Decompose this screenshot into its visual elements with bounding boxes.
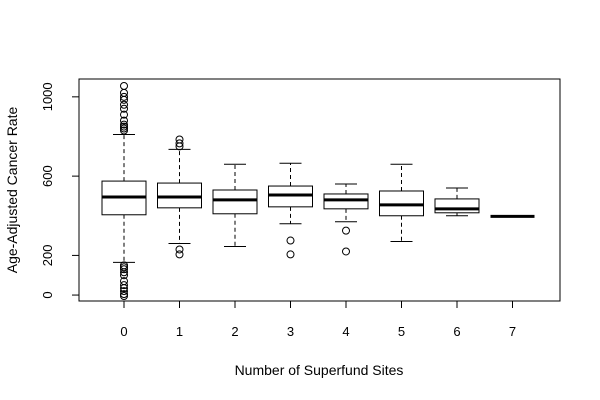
- box-iqr: [212, 189, 258, 215]
- boxes-layer: [101, 81, 535, 301]
- outlier-point: [120, 281, 128, 290]
- outlier-point: [120, 95, 128, 104]
- outlier-point: [342, 226, 350, 235]
- outlier-point: [120, 268, 128, 277]
- outlier-point: [120, 110, 128, 119]
- outlier-point: [120, 100, 128, 109]
- outlier-point: [120, 292, 128, 301]
- box-group-1: [157, 135, 202, 259]
- outlier-point: [120, 81, 128, 90]
- outlier-point: [120, 290, 128, 299]
- outlier-point: [175, 250, 184, 259]
- plot-frame: [78, 78, 561, 302]
- x-axis-title: Number of Superfund Sites: [235, 362, 404, 378]
- box-group-5: [379, 163, 424, 243]
- x-tick-label: 2: [231, 324, 238, 339]
- outlier-point: [175, 139, 184, 148]
- outlier-point: [175, 142, 184, 151]
- outlier-point: [120, 271, 128, 280]
- box-group-0: [101, 81, 147, 301]
- x-tick-label: 6: [453, 324, 460, 339]
- outlier-point: [286, 236, 295, 245]
- x-tick-label: 4: [342, 324, 349, 339]
- y-tick-label: 600: [40, 165, 55, 187]
- outlier-point: [286, 250, 295, 259]
- y-axis-title: Age-Adjusted Cancer Rate: [4, 107, 20, 274]
- outlier-point: [120, 126, 128, 135]
- x-tick-label: 0: [120, 324, 127, 339]
- outlier-point: [120, 265, 128, 274]
- outlier-point: [342, 247, 350, 256]
- outlier-point: [120, 104, 128, 113]
- y-axis: 0 200 600 1000: [40, 82, 80, 299]
- box-iqr: [434, 198, 480, 214]
- outlier-point: [120, 284, 128, 293]
- outlier-point: [120, 120, 128, 129]
- box-group-4: [323, 183, 369, 256]
- y-tick-label: 200: [40, 245, 55, 267]
- x-tick-label: 7: [509, 324, 516, 339]
- box-group-2: [212, 163, 258, 247]
- box-group-3: [268, 162, 313, 259]
- outlier-point: [120, 287, 128, 296]
- y-tick-label: 1000: [40, 82, 55, 111]
- outlier-point: [175, 245, 184, 254]
- x-axis: 0 1 2 3 4 5 6 7: [120, 300, 516, 339]
- box-group-6: [434, 187, 480, 217]
- outlier-point: [120, 116, 128, 125]
- outlier-point: [120, 92, 128, 101]
- x-tick-label: 5: [398, 324, 405, 339]
- y-tick-label: 0: [40, 291, 55, 298]
- outlier-point: [120, 122, 128, 131]
- outlier-point: [120, 124, 128, 133]
- x-tick-label: 3: [287, 324, 294, 339]
- outlier-point: [120, 263, 128, 272]
- x-tick-label: 1: [176, 324, 183, 339]
